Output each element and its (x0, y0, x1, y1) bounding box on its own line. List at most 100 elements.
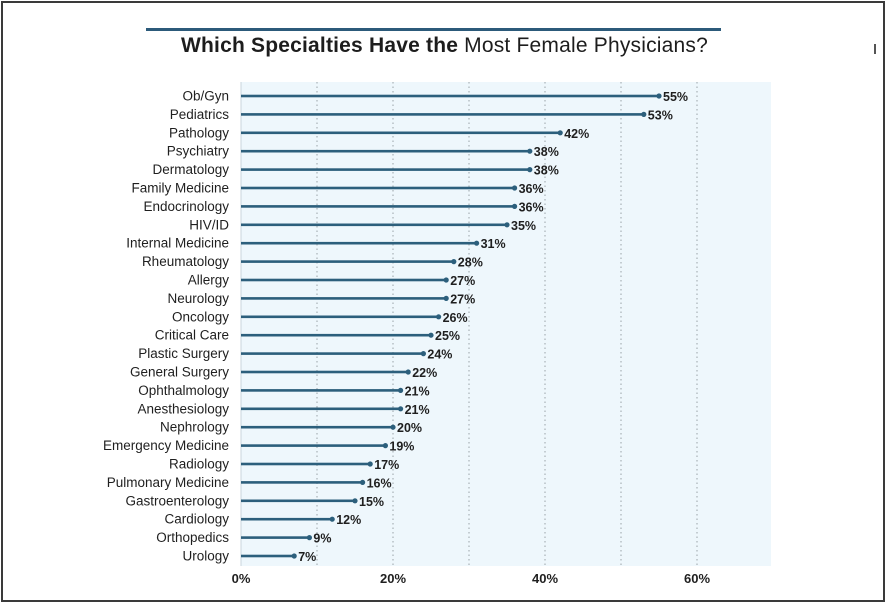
edge-mark (874, 44, 876, 54)
bar-end-dot-urology (291, 553, 297, 559)
bar-psychiatry (241, 149, 530, 153)
bar-end-dot-emergency-medicine (382, 443, 388, 449)
category-label: Orthopedics (156, 530, 229, 545)
bar-pulmonary-medicine (241, 481, 363, 484)
bar-end-dot-anesthesiology (398, 406, 404, 412)
value-label: 38% (534, 145, 559, 159)
value-label: 36% (519, 182, 544, 196)
bar-end-dot-gastroenterology (352, 498, 358, 504)
bar-end-dot-general-surgery (405, 369, 411, 375)
value-label: 25% (435, 329, 460, 343)
bar-end-dot-endocrinology (511, 203, 518, 209)
category-label: Ob/Gyn (182, 89, 229, 104)
value-label: 22% (412, 366, 437, 380)
bar-end-dot-hiv-id (504, 222, 510, 228)
x-tick-label: 0% (232, 571, 251, 586)
value-label: 38% (534, 164, 559, 178)
bar-neurology (241, 297, 447, 300)
category-label: Radiology (169, 457, 229, 472)
category-label: Rheumatology (142, 254, 229, 269)
bar-end-dot-pediatrics (641, 111, 647, 117)
bar-ophthalmology (241, 389, 401, 392)
value-labels: 55% 53% 42% 38% 38% 36% 36% 35% 31% 28% 27% 27% 26% 2… (298, 90, 688, 564)
category-label: General Surgery (130, 365, 229, 380)
bar-hiv-id (241, 223, 507, 227)
bar-internal-medicine (241, 241, 477, 245)
bar-pathology (241, 131, 561, 135)
bar-end-dot-family-medicine (511, 185, 518, 191)
bar-end-dot-nephrology (390, 424, 396, 430)
value-label: 36% (519, 200, 544, 214)
category-label: Psychiatry (167, 144, 230, 159)
value-label: 55% (663, 90, 688, 104)
bar-cardiology (241, 517, 333, 521)
category-label: Oncology (172, 309, 229, 324)
category-label: Dermatology (152, 162, 229, 177)
bar-oncology (241, 315, 439, 319)
category-labels: Ob/Gyn Pediatrics Pathology Psychiatry Derma… (103, 89, 229, 564)
bar-anesthesiology (241, 407, 401, 411)
chart-title: Which Specialties Have the Most Female P… (0, 34, 889, 58)
x-tick-label: 60% (684, 571, 710, 586)
value-label: 12% (336, 513, 361, 527)
bar-end-dot-plastic-surgery (420, 351, 426, 357)
bar-end-dot-pulmonary-medicine (360, 479, 366, 485)
value-label: 19% (389, 440, 414, 454)
bar-pediatrics (241, 113, 644, 116)
category-label: Plastic Surgery (138, 346, 229, 361)
bar-radiology (241, 462, 371, 466)
category-label: Cardiology (164, 512, 229, 527)
bar-end-dot-pathology (557, 130, 563, 136)
bar-urology (241, 554, 295, 558)
value-label: 42% (564, 127, 589, 141)
bar-end-dot-rheumatology (451, 259, 457, 265)
value-label: 21% (405, 403, 430, 417)
category-label: Pediatrics (170, 107, 230, 122)
value-label: 17% (374, 458, 399, 472)
value-label: 53% (648, 108, 673, 122)
x-tick-labels: 0% 20% 40% 60% (232, 571, 711, 586)
category-label: Emergency Medicine (103, 438, 229, 453)
bar-dermatology (241, 168, 530, 171)
category-label: Allergy (188, 273, 230, 288)
chart-title-light: Most Female Physicians? (464, 34, 709, 57)
category-label: Pulmonary Medicine (107, 475, 229, 490)
category-label: Urology (182, 549, 229, 564)
x-tick-label: 40% (532, 571, 558, 586)
bar-end-dot-ob-gyn (656, 93, 662, 99)
value-label: 24% (427, 348, 452, 362)
bar-allergy (241, 278, 447, 282)
category-label: Nephrology (160, 420, 229, 435)
bar-general-surgery (241, 370, 409, 374)
bar-critical-care (241, 333, 431, 337)
category-label: Anesthesiology (137, 401, 229, 416)
bar-end-dot-ophthalmology (398, 387, 404, 393)
value-label: 7% (298, 550, 316, 564)
bar-end-dot-critical-care (428, 332, 434, 338)
bar-end-dot-radiology (367, 461, 373, 467)
value-label: 31% (481, 237, 506, 251)
bar-gastroenterology (241, 499, 355, 503)
category-label: Neurology (167, 291, 229, 306)
value-label: 26% (443, 311, 468, 325)
bar-end-dot-dermatology (527, 167, 533, 173)
bar-end-dot-psychiatry (527, 148, 533, 154)
value-label: 20% (397, 421, 422, 435)
bar-endocrinology (241, 205, 515, 208)
category-label: Endocrinology (143, 199, 229, 214)
title-rule (146, 28, 721, 31)
bar-end-dot-neurology (443, 295, 449, 301)
x-tick-label: 20% (380, 571, 406, 586)
category-label: Internal Medicine (126, 236, 229, 251)
value-label: 28% (458, 256, 483, 270)
bar-family-medicine (241, 186, 515, 190)
category-label: Gastroenterology (125, 493, 229, 508)
bars (241, 93, 662, 559)
bar-ob-gyn (241, 94, 659, 98)
bar-plastic-surgery (241, 352, 424, 355)
bar-nephrology (241, 425, 393, 429)
value-label: 21% (405, 384, 430, 398)
category-label: HIV/ID (189, 217, 229, 232)
category-label: Family Medicine (131, 181, 229, 196)
